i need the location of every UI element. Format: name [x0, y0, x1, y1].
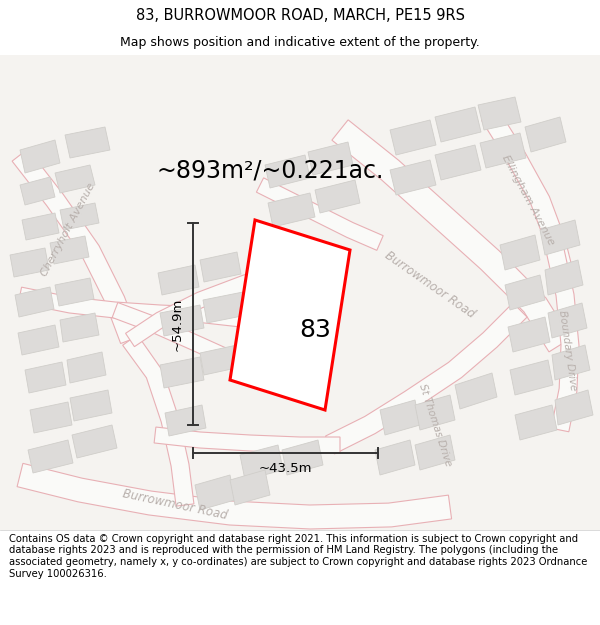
Polygon shape [545, 260, 583, 295]
Polygon shape [308, 142, 353, 175]
Polygon shape [158, 265, 199, 295]
Polygon shape [478, 97, 521, 130]
Polygon shape [455, 373, 497, 409]
Polygon shape [525, 117, 566, 152]
Polygon shape [510, 360, 553, 395]
Text: Burrowmoor Road: Burrowmoor Road [382, 249, 478, 321]
Polygon shape [160, 305, 204, 336]
Text: Contains OS data © Crown copyright and database right 2021. This information is : Contains OS data © Crown copyright and d… [9, 534, 587, 579]
Polygon shape [200, 345, 241, 375]
Polygon shape [195, 475, 235, 510]
Text: Boundary Drive: Boundary Drive [557, 309, 578, 391]
Polygon shape [332, 120, 571, 352]
Polygon shape [19, 287, 251, 328]
Polygon shape [230, 470, 270, 505]
Polygon shape [230, 220, 350, 410]
Polygon shape [515, 405, 557, 440]
Polygon shape [200, 252, 241, 282]
Polygon shape [112, 302, 322, 392]
Polygon shape [546, 248, 579, 432]
Polygon shape [125, 262, 287, 347]
Text: ~893m²/~0.221ac.: ~893m²/~0.221ac. [157, 158, 383, 182]
Polygon shape [203, 292, 247, 323]
Polygon shape [60, 313, 99, 342]
Polygon shape [548, 303, 587, 338]
Polygon shape [390, 160, 436, 195]
Polygon shape [315, 180, 360, 213]
Polygon shape [256, 178, 383, 251]
Polygon shape [70, 390, 112, 421]
Polygon shape [18, 325, 59, 355]
Polygon shape [390, 120, 436, 155]
Polygon shape [122, 335, 194, 506]
Polygon shape [505, 275, 545, 310]
Polygon shape [240, 445, 283, 480]
Polygon shape [480, 133, 526, 168]
Text: Burrowmoor Road: Burrowmoor Road [121, 488, 229, 522]
Polygon shape [268, 193, 315, 227]
Polygon shape [482, 110, 575, 282]
Text: ~43.5m: ~43.5m [259, 462, 312, 476]
Polygon shape [65, 127, 110, 158]
Polygon shape [10, 248, 49, 277]
Polygon shape [20, 140, 60, 173]
Polygon shape [50, 236, 89, 264]
Polygon shape [160, 357, 204, 388]
Text: Map shows position and indicative extent of the property.: Map shows position and indicative extent… [120, 36, 480, 49]
Polygon shape [165, 405, 206, 436]
Polygon shape [326, 303, 527, 454]
Polygon shape [154, 427, 340, 453]
Polygon shape [60, 203, 99, 230]
Polygon shape [20, 177, 55, 205]
Polygon shape [25, 362, 66, 393]
Polygon shape [30, 402, 72, 433]
Polygon shape [555, 390, 593, 425]
Text: Ellingham Avenue: Ellingham Avenue [500, 153, 556, 247]
Polygon shape [12, 149, 139, 344]
Text: Cherryholt Avenue: Cherryholt Avenue [39, 182, 97, 278]
Text: 83, BURROWMOOR ROAD, MARCH, PE15 9RS: 83, BURROWMOOR ROAD, MARCH, PE15 9RS [136, 8, 464, 23]
Polygon shape [500, 235, 540, 270]
Polygon shape [22, 213, 59, 240]
Polygon shape [380, 400, 420, 435]
Polygon shape [375, 440, 415, 475]
Polygon shape [55, 278, 94, 306]
Polygon shape [435, 145, 481, 180]
Text: 83: 83 [299, 318, 331, 342]
Polygon shape [67, 352, 106, 383]
Polygon shape [508, 317, 550, 352]
Polygon shape [415, 395, 455, 430]
Text: St Thomas Drive: St Thomas Drive [417, 382, 453, 468]
Polygon shape [15, 287, 54, 317]
Polygon shape [282, 440, 323, 475]
Text: ~54.9m: ~54.9m [170, 298, 184, 351]
Polygon shape [265, 155, 310, 188]
Polygon shape [415, 435, 455, 470]
Polygon shape [28, 440, 73, 473]
Polygon shape [17, 463, 452, 529]
Polygon shape [55, 165, 95, 193]
Polygon shape [72, 425, 117, 458]
Polygon shape [552, 345, 590, 380]
Polygon shape [540, 220, 580, 255]
Polygon shape [435, 107, 481, 142]
